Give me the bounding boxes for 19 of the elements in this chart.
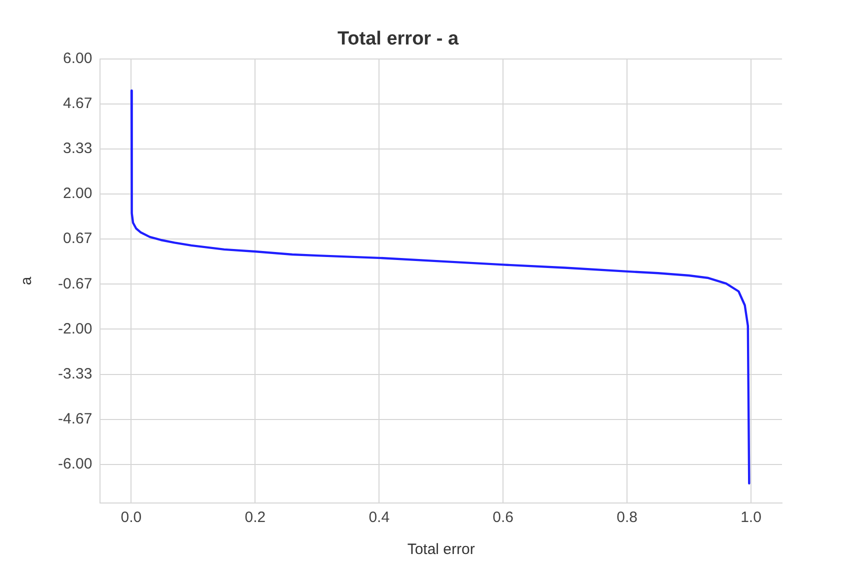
y-tick-label: -3.33 — [58, 365, 92, 382]
y-tick-label: 6.00 — [62, 50, 92, 67]
y-tick-label: -2.00 — [58, 320, 92, 338]
y-tick-label: -0.67 — [58, 275, 92, 292]
y-tick-label: -6.00 — [58, 456, 92, 473]
x-tick-label: 0.0 — [120, 509, 142, 526]
x-tick-label: 0.2 — [244, 509, 266, 526]
x-tick-label: 0.8 — [616, 509, 638, 526]
y-tick-label: 2.00 — [62, 185, 92, 202]
y-tick-label: 3.33 — [62, 140, 92, 158]
x-tick-label: 0.6 — [492, 509, 514, 526]
y-tick-label: 4.67 — [62, 95, 92, 112]
y-tick-label: -4.67 — [58, 410, 92, 428]
x-tick-label: 0.4 — [368, 509, 390, 526]
y-axis-title: a — [18, 276, 36, 286]
x-tick-label: 1.0 — [740, 509, 762, 526]
y-tick-label: 0.67 — [62, 230, 92, 248]
chart-title: Total error - a — [337, 28, 459, 50]
x-axis-title: Total error — [407, 541, 475, 558]
